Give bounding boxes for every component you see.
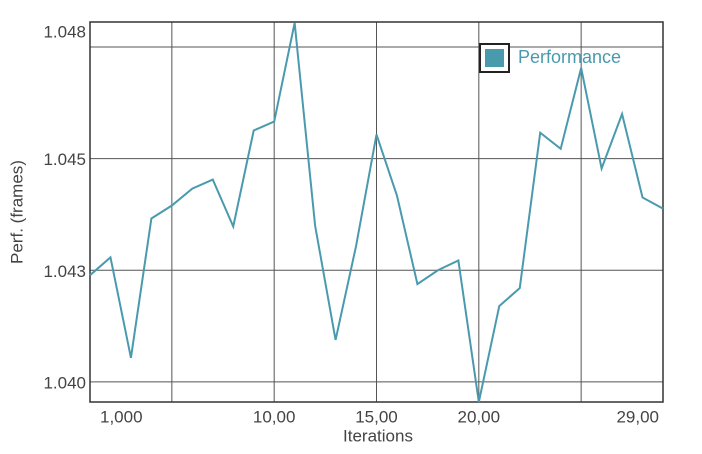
y-tick-label: 1.045 — [43, 150, 86, 169]
x-tick-label: 29,00 — [616, 407, 659, 426]
y-axis-label: Perf. (frames) — [7, 160, 26, 264]
legend-swatch — [485, 49, 504, 67]
y-tick-label: 1.043 — [43, 262, 86, 281]
plot-frame — [89, 21, 664, 403]
x-tick-label: 20,00 — [458, 407, 501, 426]
x-tick-label: 10,00 — [253, 407, 296, 426]
x-tick-label: 1,000 — [100, 407, 143, 426]
x-axis-label: Iterations — [343, 426, 413, 445]
y-tick-label: 1.040 — [43, 373, 86, 392]
series-line — [89, 22, 664, 403]
y-tick-label: 1.048 — [43, 22, 86, 41]
x-tick-label: 15,00 — [355, 407, 398, 426]
legend-label: Performance — [518, 47, 621, 67]
